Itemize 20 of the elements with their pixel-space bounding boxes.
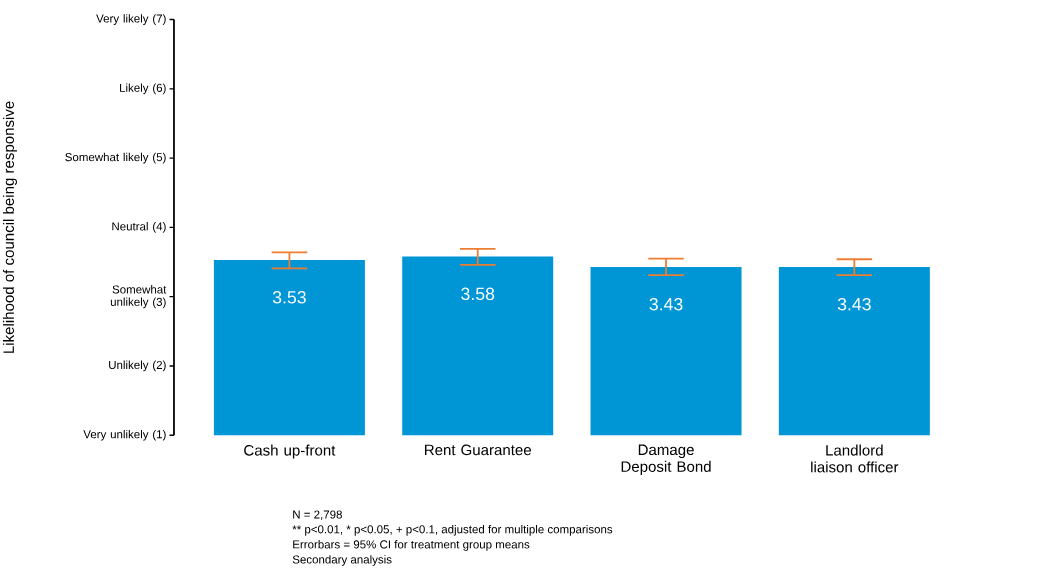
x-tick-label: Rent Guarantee: [425, 444, 531, 456]
text: Errorbars = 95% CI for treatment group means: [293, 539, 530, 551]
x-tick-label: Landlord liaison officer: [811, 444, 899, 473]
x-tick-label: Damage Deposit Bond: [621, 444, 711, 475]
y-tick-label: Likely (6): [120, 83, 166, 95]
y-tick-label: Neutral (4): [112, 221, 166, 233]
text: ** p<0.01, * p<0.05, + p<0.1, adjusted for multiple comparisons: [292, 524, 613, 536]
data-label: 3.58: [461, 287, 495, 300]
x-tick-label: Cash up-front: [244, 444, 336, 459]
y-tick-label: Unlikely (2): [109, 360, 166, 372]
y-axis-title: Likelihood of council being responsive: [2, 101, 17, 353]
y-tick-label: Somewhat likely (5): [65, 152, 166, 164]
data-label: 3.43: [837, 297, 871, 311]
y-tick-label: Somewhat unlikely (3): [110, 284, 167, 309]
data-label: 3.43: [649, 297, 683, 311]
text: N = 2,798: [293, 510, 342, 520]
text: Secondary analysis: [292, 555, 392, 566]
data-label: 3.53: [272, 290, 306, 304]
y-tick-label: Very unlikely (1): [83, 429, 166, 441]
y-tick-label: Very likely (7): [96, 14, 166, 25]
